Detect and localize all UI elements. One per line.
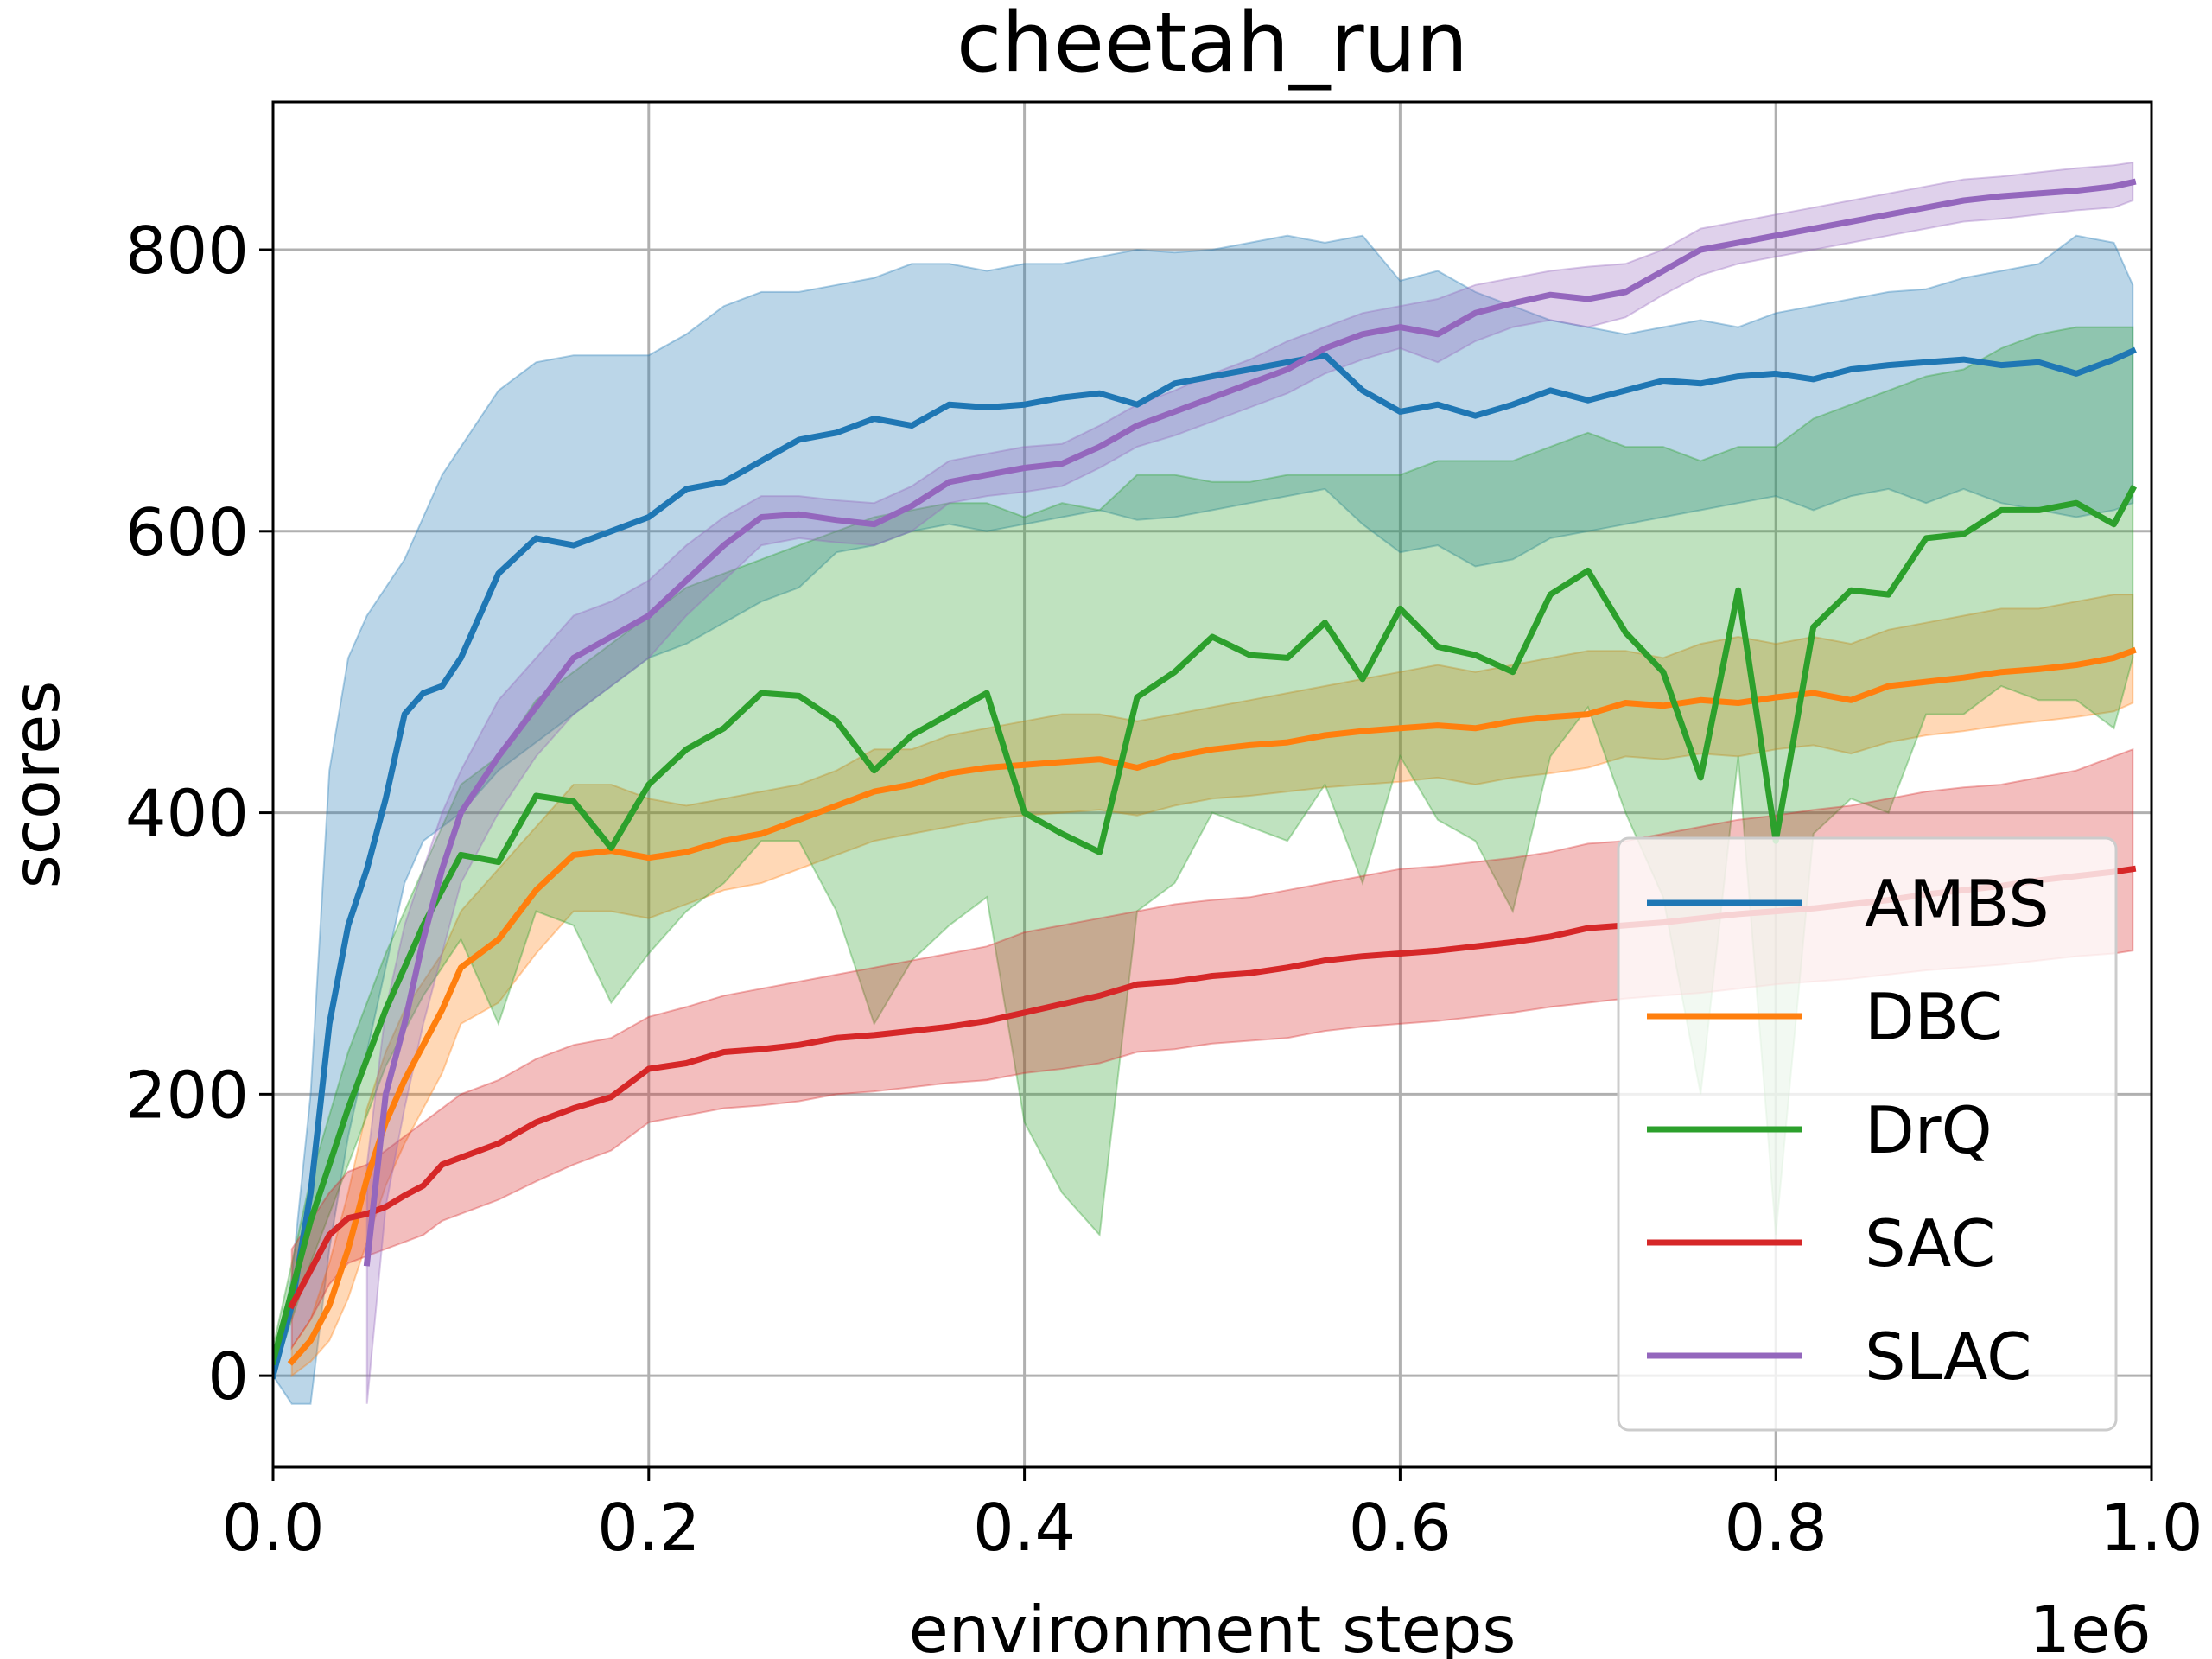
x-tick-label: 0.2 [597, 1490, 700, 1566]
axis-ticks: 0.0 0.2 0.4 0.6 0.8 1.0 0 200 400 600 800 [125, 213, 2203, 1566]
y-tick-label: 200 [125, 1057, 249, 1133]
legend-label-dbc: DBC [1865, 979, 2003, 1055]
slac-series-line [363, 178, 2137, 1267]
x-axis-offset-label: 1e6 [2029, 1592, 2152, 1659]
x-tick-label: 1.0 [2100, 1490, 2202, 1566]
legend-label-drq: DrQ [1865, 1092, 1993, 1168]
y-tick-label: 800 [125, 213, 249, 289]
legend-label-sac: SAC [1865, 1205, 1995, 1281]
legend-label-slac: SLAC [1865, 1319, 2031, 1395]
y-tick-label: 0 [207, 1338, 249, 1414]
y-tick-label: 400 [125, 776, 249, 852]
dbc-series-line [287, 646, 2137, 1366]
x-tick-label: 0.0 [221, 1490, 324, 1566]
ambs-confidence-band [273, 234, 2134, 1405]
x-tick-label: 0.8 [1725, 1490, 1827, 1566]
plot-frame [271, 100, 2153, 1469]
x-tick-label: 0.4 [973, 1490, 1076, 1566]
slac-confidence-band [365, 161, 2134, 1404]
ambs-series-line [273, 346, 2137, 1380]
legend: AMBS DBC DrQ SAC SLAC [1617, 836, 2118, 1432]
drq-series-line [273, 485, 2138, 1366]
legend-label-ambs: AMBS [1865, 866, 2050, 942]
legend-box [1617, 836, 2118, 1432]
y-axis-title: scores [0, 681, 74, 889]
x-axis-title: environment steps [909, 1592, 1516, 1659]
drq-confidence-band [273, 326, 2134, 1376]
y-tick-label: 600 [125, 494, 249, 570]
chart-title: cheetah_run [957, 0, 1468, 91]
x-tick-label: 0.6 [1349, 1490, 1452, 1566]
